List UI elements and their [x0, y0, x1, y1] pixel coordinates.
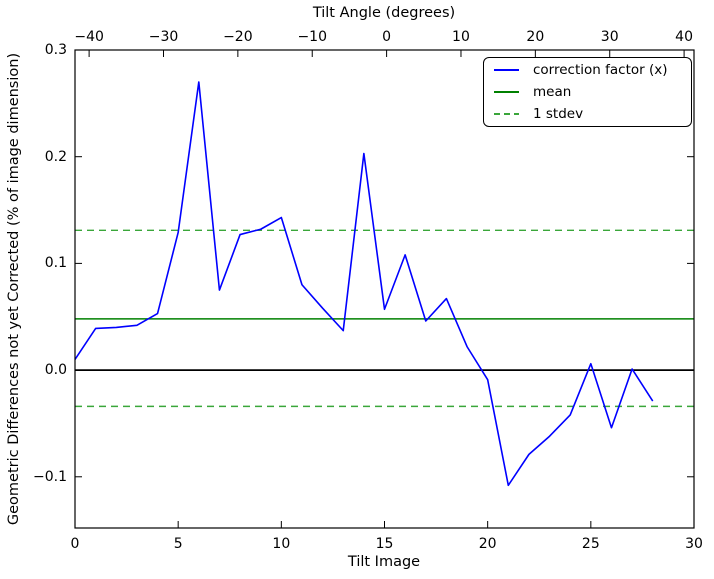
top-axis-tick-label: −10 [297, 29, 327, 45]
legend-row-correction-factor: correction factor (x) [484, 59, 691, 81]
top-axis-tick-label: 0 [382, 29, 392, 45]
top-axis-tick-label: 20 [526, 29, 545, 45]
correction-factor-line [74, 81, 654, 487]
legend-label: mean [533, 84, 572, 100]
x-axis-tick-label: 30 [685, 536, 703, 552]
x-axis-tick-label: 20 [478, 536, 497, 552]
top-axis-title: Tilt Angle (degrees) [312, 5, 456, 21]
y-axis-tick-label: −0.1 [33, 468, 67, 485]
x-axis-tick-label: 0 [70, 536, 80, 552]
legend-row-mean: mean [484, 81, 691, 103]
legend-label: 1 stdev [533, 106, 584, 122]
y-axis-tick-label: 0.1 [44, 255, 67, 272]
top-axis-tick-label: 10 [452, 29, 470, 45]
legend-row-stdev: 1 stdev [484, 103, 691, 125]
y-axis-title: Geometric Differences not yet Corrected … [6, 52, 22, 526]
legend-box: correction factor (x) mean 1 stdev [483, 57, 692, 127]
top-axis-tick-label: 40 [675, 29, 694, 45]
x-axis-tick-label: 10 [272, 536, 291, 552]
x-axis-title: Tilt Image [347, 554, 421, 570]
top-axis-tick-label: −20 [223, 29, 253, 45]
x-axis-tick-label: 5 [173, 536, 183, 552]
x-axis-tick-label: 15 [375, 536, 394, 552]
y-axis-tick-label: 0.2 [44, 148, 67, 165]
y-axis-tick-label: 0.0 [44, 362, 67, 379]
legend-label: correction factor (x) [533, 62, 668, 78]
top-axis-tick-label: −30 [148, 29, 179, 45]
legend-sample-2 [494, 113, 519, 115]
legend-sample-1 [494, 91, 519, 93]
top-axis-tick-label: −40 [74, 29, 104, 45]
top-axis-tick-label: 30 [600, 29, 619, 45]
y-axis-tick-label: 0.3 [44, 42, 67, 58]
legend-sample-0 [494, 69, 519, 71]
x-axis-tick-label: 25 [581, 536, 600, 552]
